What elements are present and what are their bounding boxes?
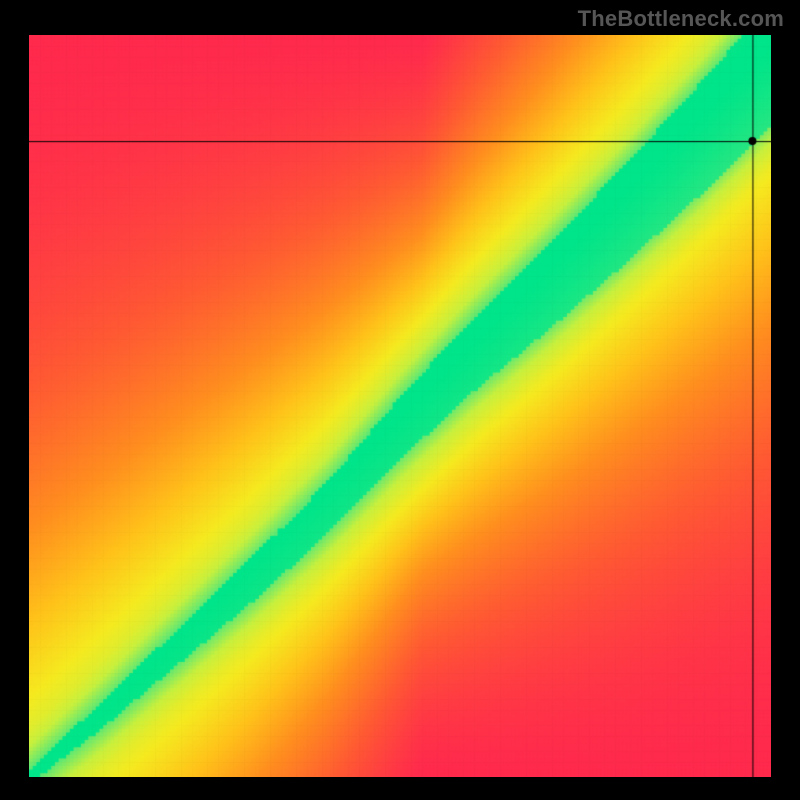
bottleneck-heatmap [29, 35, 771, 777]
chart-container: TheBottleneck.com [0, 0, 800, 800]
watermark-text: TheBottleneck.com [578, 6, 784, 32]
